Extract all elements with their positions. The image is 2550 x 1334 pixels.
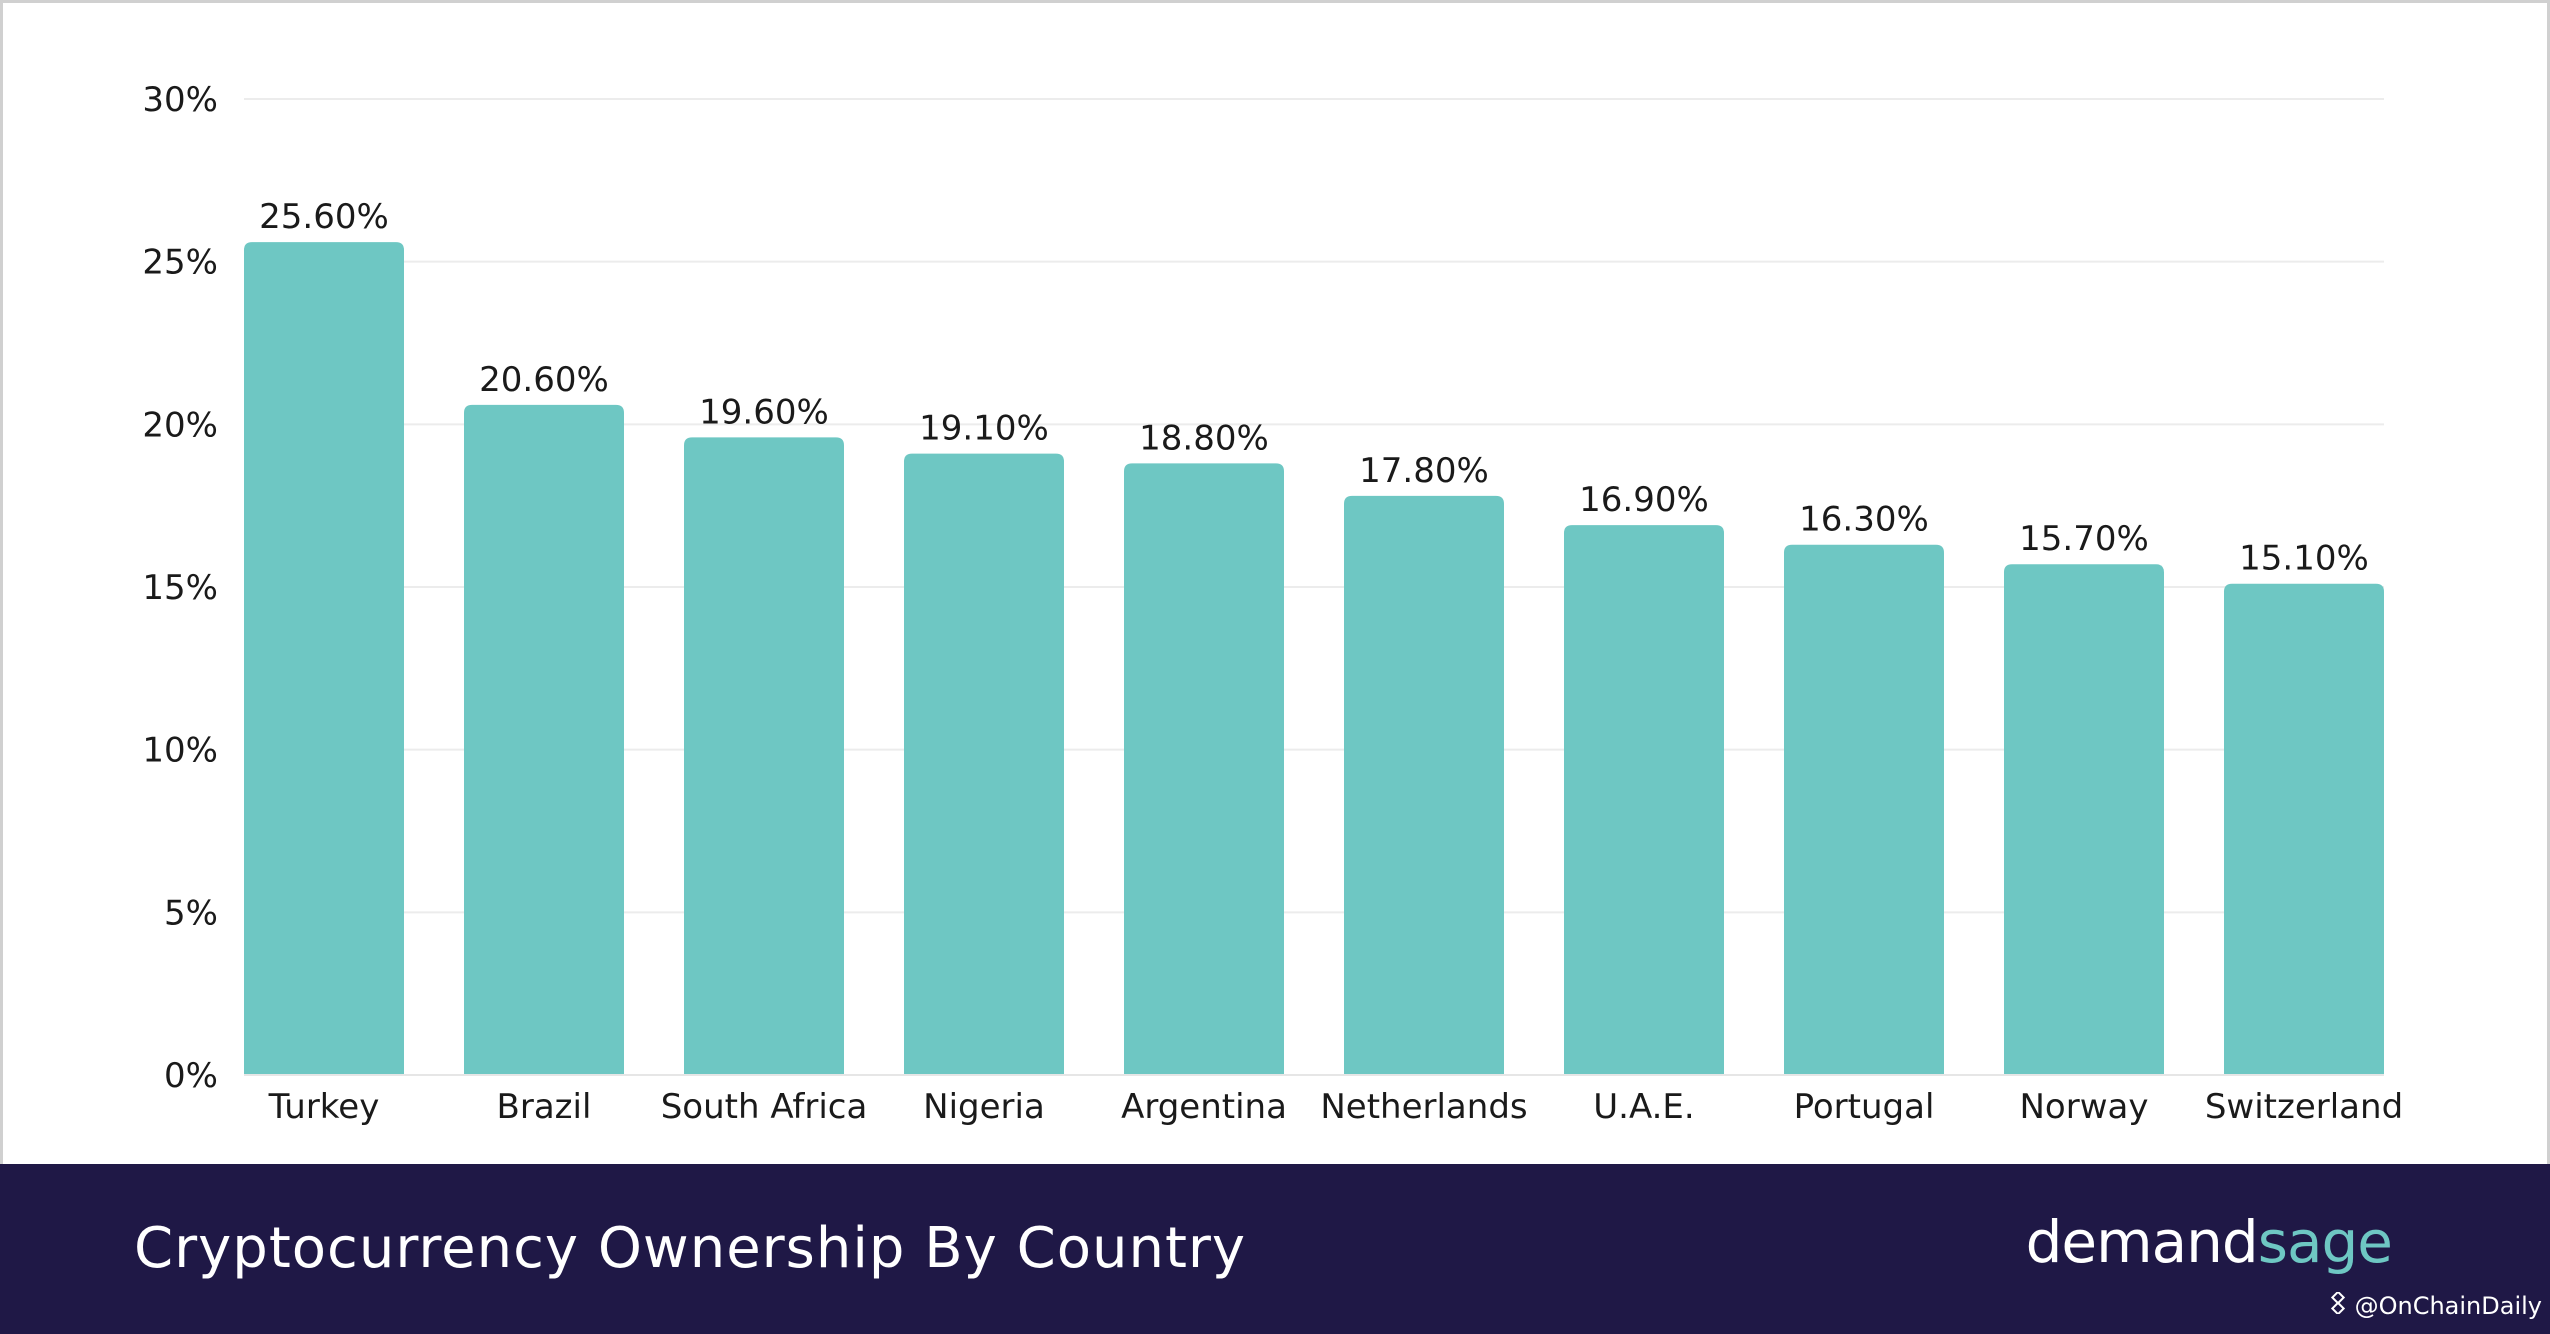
y-tick-label: 15% xyxy=(142,568,218,608)
data-label: 15.10% xyxy=(2239,539,2369,579)
bar-u-a-e-[interactable] xyxy=(1564,525,1724,1075)
data-label: 19.60% xyxy=(699,392,829,432)
data-label: 19.10% xyxy=(919,409,1049,449)
x-tick-label: Brazil xyxy=(497,1087,592,1127)
data-label: 17.80% xyxy=(1359,451,1489,491)
x-tick-label: Switzerland xyxy=(2205,1087,2403,1127)
y-tick-label: 5% xyxy=(164,893,218,933)
bar-south-africa[interactable] xyxy=(684,437,844,1075)
y-tick-label: 30% xyxy=(142,80,218,120)
bar-norway[interactable] xyxy=(2004,564,2164,1075)
x-tick-label: Portugal xyxy=(1794,1087,1935,1127)
binance-diamond-icon xyxy=(2327,1290,2349,1320)
brand-logo-part-demand: demand xyxy=(2025,1208,2259,1276)
data-label: 25.60% xyxy=(259,197,389,237)
bar-portugal[interactable] xyxy=(1784,544,1944,1075)
data-label: 16.30% xyxy=(1799,500,1929,540)
brand-logo-part-sage: sage xyxy=(2257,1208,2393,1276)
watermark-text: @OnChainDaily xyxy=(2354,1292,2542,1320)
bar-turkey[interactable] xyxy=(244,242,404,1075)
x-tick-label: Norway xyxy=(2020,1087,2149,1127)
x-tick-label: South Africa xyxy=(661,1087,868,1127)
bar-netherlands[interactable] xyxy=(1344,495,1504,1075)
bar-brazil[interactable] xyxy=(464,404,624,1075)
watermark: @OnChainDaily xyxy=(2327,1290,2542,1320)
data-label: 15.70% xyxy=(2019,519,2149,559)
data-label: 18.80% xyxy=(1139,418,1269,458)
y-tick-label: 20% xyxy=(142,405,218,445)
y-tick-label: 0% xyxy=(164,1056,218,1096)
brand-logo[interactable]: demandsage xyxy=(2025,1208,2393,1276)
y-tick-label: 25% xyxy=(142,243,218,283)
footer-banner: Cryptocurrency Ownership By Country dema… xyxy=(0,1164,2550,1334)
x-tick-label: U.A.E. xyxy=(1593,1087,1694,1127)
chart-title: Cryptocurrency Ownership By Country xyxy=(134,1216,1247,1281)
x-tick-label: Nigeria xyxy=(923,1087,1045,1127)
bar-switzerland[interactable] xyxy=(2224,583,2384,1075)
x-tick-label: Turkey xyxy=(268,1087,380,1127)
y-tick-label: 10% xyxy=(142,731,218,771)
bar-argentina[interactable] xyxy=(1124,463,1284,1076)
data-label: 16.90% xyxy=(1579,480,1709,520)
bar-chart: 0% 5% 10% 15% 20% 25% 30% 25.60% Turkey 20.60% Bra… xyxy=(142,80,2403,1127)
x-tick-label: Argentina xyxy=(1121,1087,1287,1127)
bar-nigeria[interactable] xyxy=(904,453,1064,1075)
x-tick-label: Netherlands xyxy=(1320,1087,1527,1127)
data-label: 20.60% xyxy=(479,360,609,400)
chart-area: 0% 5% 10% 15% 20% 25% 30% 25.60% Turkey 20.60% Bra… xyxy=(142,80,2403,1127)
